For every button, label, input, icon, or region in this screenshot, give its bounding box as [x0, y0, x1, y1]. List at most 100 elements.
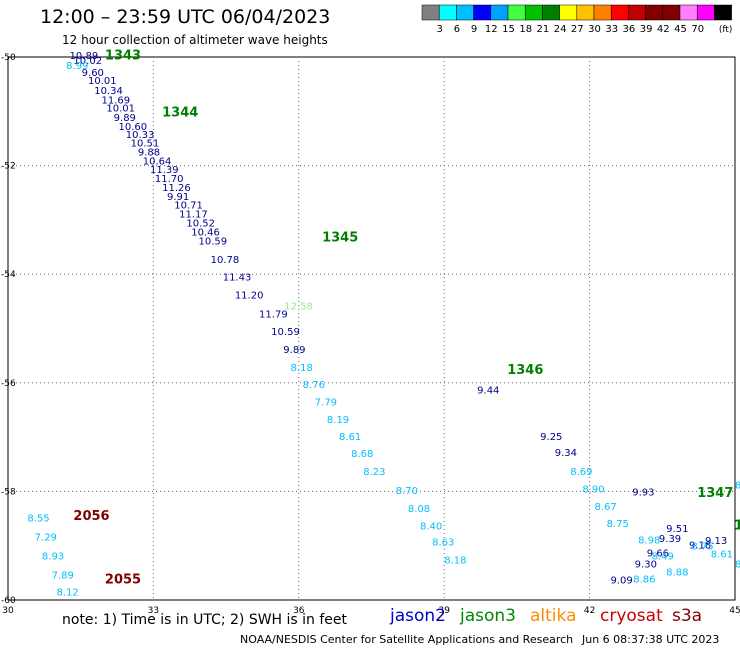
pass-label: 1347	[697, 486, 733, 501]
swh-value: 11.79	[259, 310, 288, 321]
swh-value: 10.34	[94, 86, 123, 97]
swh-value: 10.01	[106, 103, 135, 114]
swh-value: 8.12	[56, 588, 78, 599]
swh-value: 11.17	[179, 210, 208, 221]
swh-value: 8.98	[638, 536, 660, 547]
x-tick-label: 30	[2, 606, 14, 616]
pass-label: 1343	[105, 49, 141, 64]
pass-label: 19	[734, 518, 740, 533]
pass-label: 1345	[322, 231, 358, 246]
swh-value: 8.88	[666, 568, 688, 579]
swh-value: 10.71	[174, 200, 203, 211]
y-tick-label: -56	[1, 379, 16, 389]
satellite-jason2-label: jason2	[390, 606, 446, 626]
swh-value: 10.02	[73, 56, 102, 67]
swh-value: 10.60	[119, 122, 148, 133]
scale-tick-label: 27	[571, 24, 584, 35]
swh-value: 8.93	[42, 551, 64, 562]
swh-value: 11.20	[235, 291, 264, 302]
swh-value: 11.69	[102, 96, 131, 107]
x-tick-label: 45	[729, 606, 740, 616]
scale-tick-label: 39	[640, 24, 653, 35]
swh-value: 12.58	[284, 301, 313, 312]
x-tick-label: 36	[293, 606, 305, 616]
pass-label: 2055	[105, 573, 141, 588]
plot-frame	[7, 56, 736, 601]
swh-value: 8.49	[652, 551, 674, 562]
x-tick-label: 39	[438, 606, 450, 616]
scale-tick-label: 9	[471, 24, 477, 35]
satellite-jason3-label: jason3	[460, 606, 516, 626]
y-tick-label: -60	[1, 596, 16, 606]
swh-value: 8.75	[691, 542, 713, 553]
swh-value: 8.69	[570, 467, 592, 478]
swh-value: 10.59	[271, 327, 300, 338]
swh-value: 9.51	[666, 524, 688, 535]
scale-tick-label: 45	[674, 24, 687, 35]
scale-tick-label: 12	[485, 24, 498, 35]
satellite-s3a-label: s3a	[672, 606, 703, 626]
swh-value: 8.67	[594, 502, 616, 513]
swh-value: 9.89	[114, 113, 136, 124]
swh-value: 8.4	[735, 559, 740, 570]
swh-value: 11.70	[155, 174, 184, 185]
swh-value: 10.59	[198, 236, 227, 247]
swh-value: 10.64	[143, 157, 172, 168]
swh-value: 10.78	[211, 255, 240, 266]
swh-value: 10.51	[131, 139, 160, 150]
swh-value: 8.61	[339, 432, 361, 443]
swh-value: 8.40	[420, 521, 442, 532]
swh-value: 7.79	[315, 398, 337, 409]
scale-tick-label: 30	[588, 24, 601, 35]
swh-value: 8.18	[444, 556, 466, 567]
scale-swatch	[714, 4, 732, 21]
swh-value: 9.13	[705, 536, 727, 547]
swh-value: 9.66	[647, 549, 669, 560]
chart-subtitle: 12 hour collection of altimeter wave hei…	[62, 33, 328, 47]
swh-value: 7.89	[52, 570, 74, 581]
satellite-cryosat-label: cryosat	[600, 606, 663, 626]
scale-unit: (ft)	[719, 25, 733, 35]
scale-tick-label: 33	[605, 24, 618, 35]
swh-value: 8.75	[607, 519, 629, 530]
swh-value: 9.91	[167, 192, 189, 203]
scale-tick-label: 6	[454, 24, 460, 35]
swh-value: 9.88	[138, 147, 160, 158]
swh-value: 9.34	[555, 448, 577, 459]
swh-value: 9.25	[540, 432, 562, 443]
scale-tick-label: 70	[691, 24, 704, 35]
swh-value: 8.19	[327, 415, 349, 426]
scale-tick-label: 36	[623, 24, 636, 35]
swh-value: 7.29	[35, 532, 57, 543]
y-tick-label: -54	[1, 270, 16, 280]
x-tick-label: 33	[148, 606, 159, 616]
swh-value: 8.61	[711, 550, 733, 561]
swh-value: 11.39	[150, 165, 179, 176]
y-tick-label: -52	[1, 162, 16, 172]
swh-value: 9.30	[635, 559, 657, 570]
swh-value: 8.86	[633, 575, 655, 586]
swh-value: 10.01	[88, 76, 117, 87]
scale-tick-label: 15	[502, 24, 515, 35]
swh-value: 9.93	[632, 488, 654, 499]
swh-value: 8.68	[351, 449, 373, 460]
swh-value: 11.26	[162, 183, 191, 194]
scale-tick-label: 18	[519, 24, 532, 35]
swh-value: 10.33	[126, 130, 155, 141]
footnote: note: 1) Time is in UTC; 2) SWH is in fe…	[62, 612, 348, 628]
swh-value: 9.44	[477, 386, 499, 397]
scale-tick-label: 42	[657, 24, 670, 35]
swh-value: 11.43	[223, 273, 252, 284]
swh-value: 10.52	[186, 218, 215, 229]
swh-value: 8.55	[27, 513, 49, 524]
footer-date: Jun 6 08:37:38 UTC 2023	[582, 633, 720, 646]
scale-tick-label: 3	[437, 24, 443, 35]
satellite-altika-label: altika	[530, 606, 577, 626]
color-scale-legend: 3 6 9 12 15 18 21 24 27 30 33 36 39 42 45 70 (ft)	[421, 4, 733, 35]
scale-tick-label: 24	[554, 24, 567, 35]
swh-value: 8.08	[408, 504, 430, 515]
swh-value: 9.89	[283, 345, 305, 356]
swh-value: 8.90	[582, 484, 604, 495]
swh-value: 8.18	[291, 363, 313, 374]
footer-credit: NOAA/NESDIS Center for Satellite Applica…	[240, 633, 574, 646]
